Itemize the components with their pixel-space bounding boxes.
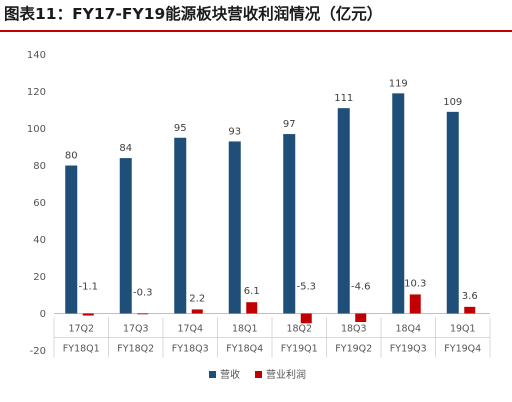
x-tick-label: 17Q2 <box>68 324 94 335</box>
revenue-data-label: 119 <box>389 78 408 89</box>
revenue-bar <box>337 108 350 314</box>
profit-bar <box>355 313 367 323</box>
revenue-bar <box>174 137 187 314</box>
profit-bar <box>464 306 476 314</box>
y-axis: -20 0 20 40 60 80 100 120 140 <box>27 50 46 357</box>
x-tick-label-fiscal: FY18Q2 <box>117 344 154 355</box>
profit-bar <box>246 302 258 314</box>
x-tick-label-fiscal: FY19Q2 <box>335 344 372 355</box>
revenue-bar <box>119 158 132 314</box>
y-tick-label: -20 <box>30 346 46 357</box>
y-tick-label: 140 <box>27 50 46 61</box>
y-tick-label: 40 <box>33 235 46 246</box>
revenue-bar <box>283 134 296 314</box>
legend-swatch <box>209 371 216 378</box>
profit-data-label: -1.1 <box>78 282 98 293</box>
profit-data-label: -5.3 <box>296 282 316 293</box>
profit-bar <box>191 309 203 314</box>
x-axis: 17Q2 FY18Q1 17Q3 FY18Q2 17Q4 FY18Q3 18Q1 FY18Q4… <box>53 313 491 358</box>
profit-data-label: -0.3 <box>133 288 153 299</box>
profit-data-label: 2.2 <box>189 293 205 304</box>
legend-label: 营业利润 <box>266 368 306 381</box>
title-bar: 图表11：FY17-FY19能源板块营收利润情况（亿元） <box>0 0 512 30</box>
y-tick-label: 20 <box>33 272 46 283</box>
x-tick-label: 19Q1 <box>450 324 476 335</box>
x-tick-label: 18Q2 <box>286 324 312 335</box>
x-tick-label-fiscal: FY19Q4 <box>444 344 481 355</box>
revenue-data-label: 84 <box>119 143 132 154</box>
x-tick-label: 18Q3 <box>341 324 367 335</box>
bars <box>65 93 476 324</box>
data-labels: 80 84 95 93 97 111 119 109 -1.1 -0.3 2.2 6.1 -5.3 -4.… <box>65 78 478 304</box>
revenue-data-label: 93 <box>228 126 241 137</box>
y-tick-label: 60 <box>33 198 46 209</box>
y-tick-label: 80 <box>33 161 46 172</box>
chart-title: 图表11：FY17-FY19能源板块营收利润情况（亿元） <box>4 5 383 23</box>
legend-swatch <box>255 371 262 378</box>
legend: 营收 营业利润 <box>209 368 306 381</box>
profit-data-label: 6.1 <box>244 286 260 297</box>
legend-label: 营收 <box>220 368 240 381</box>
bar-chart: -20 0 20 40 60 80 100 120 140 17Q2 FY18Q1 17Q3 FY18… <box>27 50 491 381</box>
revenue-data-label: 97 <box>283 119 296 130</box>
y-tick-label: 100 <box>27 124 46 135</box>
revenue-data-label: 111 <box>334 93 353 104</box>
profit-data-label: 10.3 <box>404 278 426 289</box>
revenue-data-label: 80 <box>65 151 78 162</box>
y-tick-label: 120 <box>27 87 46 98</box>
revenue-bar <box>65 165 78 314</box>
revenue-bar <box>228 141 241 314</box>
y-tick-label: 0 <box>40 309 46 320</box>
title-rule <box>0 30 512 32</box>
revenue-data-label: 95 <box>174 123 187 134</box>
profit-data-label: 3.6 <box>462 291 478 302</box>
profit-bar <box>137 313 149 315</box>
x-tick-label: 17Q4 <box>177 324 203 335</box>
profit-bar <box>82 313 94 316</box>
revenue-bar <box>392 93 405 314</box>
x-tick-label: 18Q1 <box>232 324 258 335</box>
x-tick-label-fiscal: FY19Q3 <box>390 344 427 355</box>
x-tick-label-fiscal: FY19Q1 <box>281 344 318 355</box>
x-tick-label-fiscal: FY18Q3 <box>172 344 209 355</box>
x-tick-label: 17Q3 <box>123 324 149 335</box>
revenue-data-label: 109 <box>443 97 462 108</box>
profit-bar <box>300 313 312 324</box>
profit-bar <box>409 294 421 314</box>
revenue-bar <box>446 111 459 314</box>
x-tick-label: 18Q4 <box>395 324 421 335</box>
x-tick-label-fiscal: FY18Q4 <box>226 344 263 355</box>
profit-data-label: -4.6 <box>351 282 371 293</box>
x-tick-label-fiscal: FY18Q1 <box>63 344 100 355</box>
